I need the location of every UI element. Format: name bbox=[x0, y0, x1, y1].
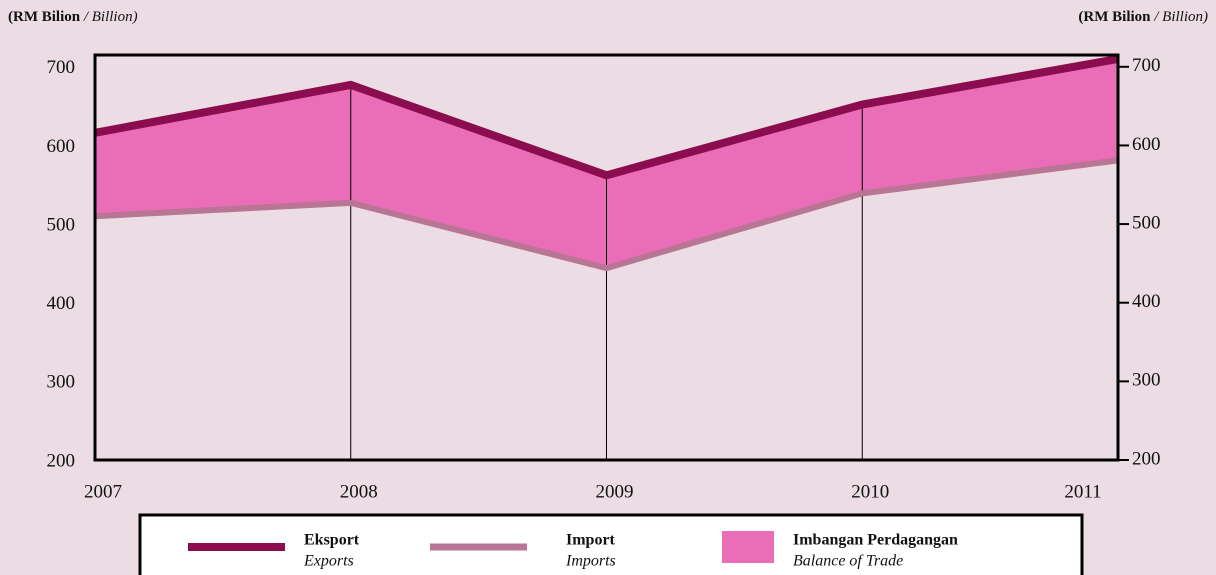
x-tick-label: 2010 bbox=[851, 481, 889, 502]
y2-tick-label: 600 bbox=[1132, 134, 1161, 155]
legend-box bbox=[138, 513, 1084, 575]
legend-label-en: Exports bbox=[303, 553, 354, 570]
y2-tick-label: 200 bbox=[1132, 448, 1161, 469]
y2-tick-label: 500 bbox=[1132, 212, 1161, 233]
series-line bbox=[94, 157, 1119, 272]
x-tick-label: 2008 bbox=[340, 481, 378, 502]
legend-label: Import bbox=[566, 532, 616, 549]
y2-tick-label: 700 bbox=[1132, 55, 1161, 76]
y-unit-main: (RM Bilion bbox=[8, 9, 81, 25]
x-tick-label: 2011 bbox=[1064, 481, 1101, 502]
y2-tick-label: 400 bbox=[1132, 291, 1161, 312]
y2-unit-sub: / Billion) bbox=[1153, 9, 1208, 25]
legend-label: Imbangan Perdagangan bbox=[793, 532, 958, 549]
y-unit: (RM Bilion / Billion) bbox=[8, 9, 138, 25]
x-tick-label: 2007 bbox=[84, 481, 122, 502]
y-tick-label: 400 bbox=[47, 293, 76, 314]
series-line bbox=[94, 54, 1119, 180]
y-tick-label: 700 bbox=[47, 57, 76, 78]
legend-label: Eksport bbox=[304, 532, 360, 549]
y-unit-sub: / Billion) bbox=[83, 9, 138, 25]
y2-unit-main: (RM Bilion bbox=[1078, 9, 1151, 25]
y2-tick-label: 300 bbox=[1132, 370, 1161, 391]
x-tick-label: 2009 bbox=[596, 481, 634, 502]
y-tick-label: 500 bbox=[47, 214, 76, 235]
y-tick-label: 200 bbox=[47, 450, 76, 471]
y2-unit: (RM Bilion / Billion) bbox=[1078, 9, 1208, 25]
y-tick-label: 300 bbox=[47, 372, 76, 393]
legend-label-en: Imports bbox=[565, 553, 616, 570]
legend-label-en: Balance of Trade bbox=[793, 553, 903, 570]
plot-frame bbox=[93, 53, 1120, 462]
legend-swatch bbox=[722, 531, 774, 563]
y-tick-label: 600 bbox=[47, 136, 76, 157]
